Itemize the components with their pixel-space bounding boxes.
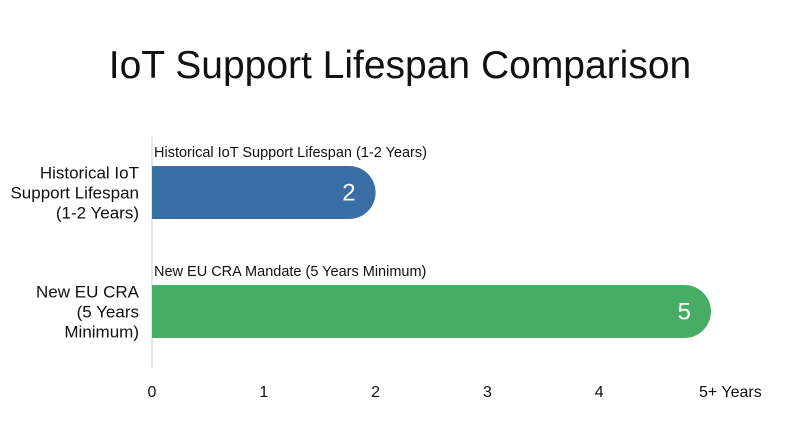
x-tick-label-1: 1 [259,384,268,401]
bar-annotation-0: Historical IoT Support Lifespan (1-2 Yea… [154,145,427,161]
x-axis-ticks: 0 1 2 3 4 5+ Years [148,384,762,401]
category-label-0: Historical IoT Support Lifespan (1-2 Years… [10,164,139,223]
bar-annotation-1: New EU CRA Mandate (5 Years Minimum) [154,264,426,280]
chart-title: IoT Support Lifespan Comparison [109,44,691,87]
x-tick-label-4: 4 [595,384,604,401]
bar-value-label-1: 5 [678,299,691,326]
x-tick-label-3: 3 [483,384,492,401]
bar-value-label-0: 2 [342,180,355,207]
bar-0 [152,166,376,219]
bars-layer: 2 Historical IoT Support Lifespan (1-2 Ye… [10,145,711,342]
x-tick-label-5: 5+ Years [699,384,762,401]
category-label-1: New EU CRA (5 Years Minimum) [36,283,140,342]
x-tick-label-0: 0 [148,384,157,401]
bar-1 [152,285,711,338]
x-tick-label-2: 2 [371,384,380,401]
